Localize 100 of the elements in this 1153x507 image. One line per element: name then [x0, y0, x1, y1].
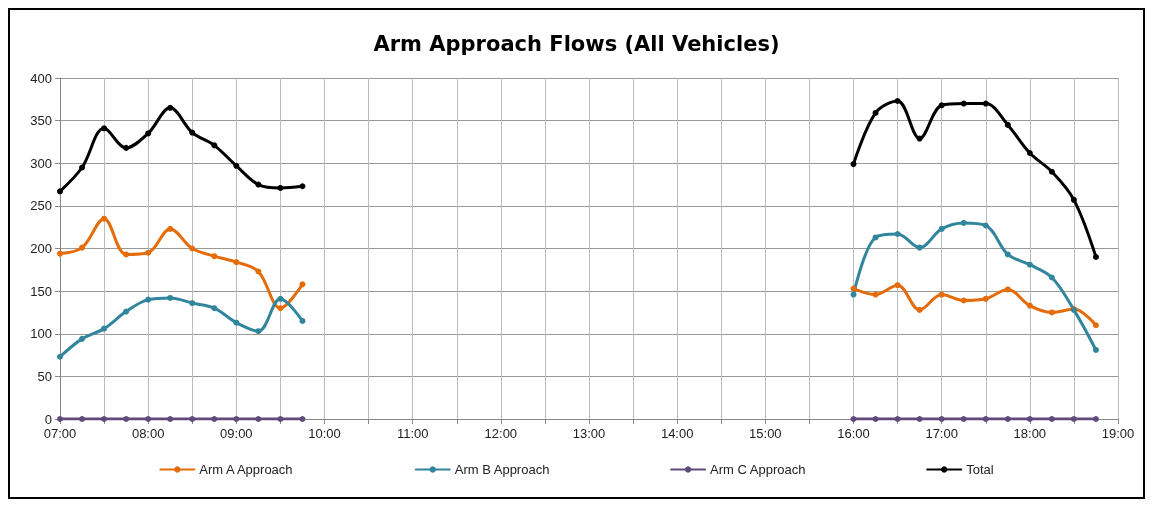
point: [916, 135, 923, 142]
point: [1026, 150, 1033, 157]
point: [79, 244, 86, 251]
point: [894, 231, 901, 238]
point: [79, 164, 86, 171]
point: [1092, 346, 1099, 353]
x-tick-label: 18:00: [1013, 426, 1047, 441]
y-tick-label: 400: [30, 70, 52, 86]
x-tick-label: 19:00: [1101, 426, 1135, 441]
point: [255, 328, 262, 335]
point: [167, 294, 174, 301]
point: [850, 161, 857, 168]
point: [1048, 274, 1055, 281]
point: [57, 250, 63, 257]
point: [299, 317, 306, 324]
point: [167, 104, 174, 111]
x-tick-label: 11:00: [396, 426, 429, 441]
point: [982, 100, 989, 107]
point: [255, 416, 262, 422]
x-tick-label: 09:00: [220, 426, 253, 441]
x-tick-label: 12:00: [484, 426, 518, 441]
point: [211, 416, 218, 422]
point: [894, 282, 901, 289]
point: [145, 296, 152, 303]
point: [167, 225, 174, 232]
x-tick-label: 13:00: [572, 426, 606, 441]
legend-label: Arm A Approach: [199, 462, 293, 477]
point: [123, 251, 130, 258]
point: [255, 181, 262, 188]
point: [894, 98, 901, 105]
point: [189, 300, 196, 307]
point: [299, 183, 306, 190]
point: [79, 335, 86, 342]
point: [145, 249, 152, 256]
y-tick-label: 100: [30, 326, 52, 342]
y-tick-label: 50: [37, 368, 52, 384]
point: [872, 234, 879, 241]
point: [960, 297, 967, 304]
point: [982, 416, 989, 422]
point: [1048, 168, 1055, 175]
point: [1026, 302, 1033, 309]
point: [960, 416, 967, 422]
y-tick-label: 250: [30, 198, 52, 214]
x-tick-label: 10:00: [308, 426, 341, 441]
y-tick-label: 200: [30, 241, 52, 256]
point: [916, 306, 923, 313]
point: [277, 184, 284, 191]
point: [872, 416, 879, 422]
point: [101, 325, 108, 332]
point: [167, 416, 174, 422]
point: [1004, 286, 1011, 293]
x-tick-label: 08:00: [131, 426, 165, 441]
point: [211, 253, 218, 260]
point: [277, 295, 284, 302]
point: [1004, 121, 1011, 128]
x-tick-label: 15:00: [749, 426, 782, 441]
point: [916, 416, 923, 422]
point: [189, 245, 196, 252]
point: [1092, 322, 1099, 329]
point: [211, 305, 218, 312]
chart-title: Arm Approach Flows (All Vehicles): [373, 31, 780, 56]
y-tick-label: 0: [44, 411, 52, 427]
point: [57, 188, 63, 195]
point: [233, 259, 240, 266]
point: [79, 416, 86, 422]
point: [233, 162, 240, 169]
y-tick-label: 350: [30, 113, 52, 129]
point: [1048, 309, 1055, 316]
point: [1048, 416, 1055, 422]
legend-label: Total: [966, 462, 994, 477]
point: [123, 416, 130, 422]
point: [938, 225, 945, 232]
point: [916, 244, 923, 251]
point: [872, 109, 879, 116]
point: [1092, 416, 1099, 422]
point: [233, 319, 240, 326]
point: [123, 144, 130, 151]
point: [938, 102, 945, 109]
point: [850, 291, 857, 298]
y-tick-label: 150: [30, 283, 52, 299]
x-tick-label: 07:00: [43, 426, 77, 441]
point: [101, 215, 108, 222]
legend-label: Arm B Approach: [454, 462, 550, 477]
point: [1004, 416, 1011, 422]
point: [101, 125, 108, 132]
point: [850, 285, 857, 292]
point: [872, 291, 879, 298]
point: [1004, 251, 1011, 258]
point: [145, 130, 152, 137]
point: [1026, 416, 1033, 422]
point: [1070, 196, 1077, 203]
legend-label: Arm C Approach: [710, 462, 806, 477]
x-tick-label: 17:00: [925, 426, 958, 441]
y-tick-label: 300: [30, 155, 52, 171]
point: [1092, 254, 1099, 261]
point: [1026, 261, 1033, 268]
point: [277, 305, 284, 312]
point: [57, 353, 63, 360]
point: [123, 308, 130, 315]
x-tick-label: 16:00: [837, 426, 870, 441]
